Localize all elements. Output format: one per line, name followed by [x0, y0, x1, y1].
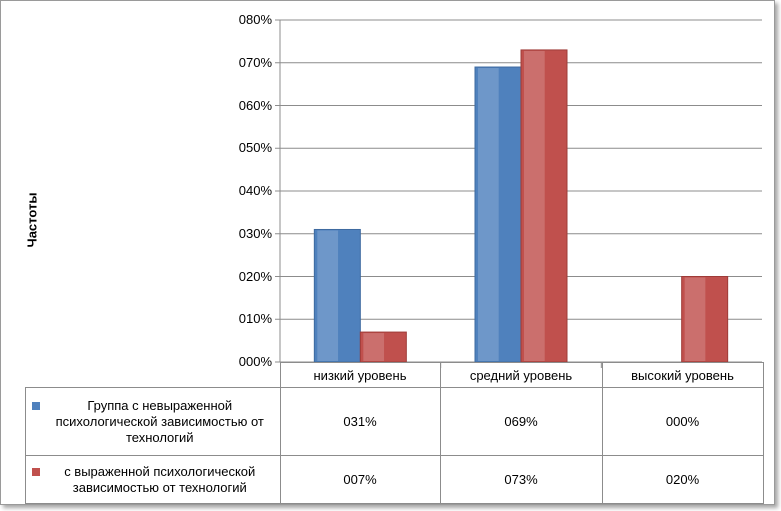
- y-tick-label: 050%: [238, 140, 272, 156]
- y-tick-label: 010%: [238, 311, 272, 327]
- series-1-row-label: Группа с невыраженной психологической за…: [25, 387, 281, 456]
- series-1-legend-key: [32, 401, 40, 410]
- category-label-medium: средний уровень: [439, 362, 603, 388]
- data-table-corner: [26, 363, 281, 388]
- series-1-value-low: 031%: [279, 387, 441, 456]
- series-1-name: Группа с невыраженной психологической за…: [55, 397, 264, 445]
- series-1-value-medium: 069%: [439, 387, 603, 456]
- y-tick-label: 060%: [238, 97, 272, 113]
- bar-rect: [474, 66, 522, 363]
- series-2-legend-key: [32, 467, 40, 476]
- y-tick-label: 020%: [238, 268, 272, 284]
- bar-highlight: [363, 333, 385, 361]
- y-tick-label: 080%: [238, 12, 272, 27]
- bar: [520, 49, 568, 363]
- bar: [313, 228, 361, 363]
- bar: [474, 66, 522, 363]
- bar-rect: [681, 276, 729, 363]
- bar-rect: [520, 49, 568, 363]
- y-tick-label: 030%: [238, 225, 272, 241]
- category-label-high: высокий уровень: [601, 362, 764, 388]
- bar-rect: [359, 331, 407, 363]
- bar: [359, 331, 407, 363]
- bar-rect: [313, 228, 361, 363]
- bar-highlight: [524, 50, 545, 362]
- bar-highlight: [478, 68, 499, 362]
- series-2-value-low: 007%: [279, 455, 441, 504]
- series-2-value-high: 020%: [601, 455, 764, 504]
- y-tick-label: 040%: [238, 183, 272, 198]
- y-tick-label: 070%: [238, 54, 272, 70]
- bar: [681, 276, 729, 363]
- series-2-name: с выраженной психологической зависимость…: [64, 463, 256, 495]
- series-2-row-label: с выраженной психологической зависимость…: [25, 455, 281, 504]
- bar-highlight: [684, 277, 706, 361]
- bar-highlight: [317, 230, 339, 361]
- y-tick-label: 000%: [238, 354, 272, 369]
- data-table: низкий уровень средний уровень высокий у…: [25, 362, 764, 504]
- series-1-value-high: 000%: [601, 387, 764, 456]
- series-2-value-medium: 073%: [439, 455, 603, 504]
- category-label-low: низкий уровень: [279, 362, 441, 388]
